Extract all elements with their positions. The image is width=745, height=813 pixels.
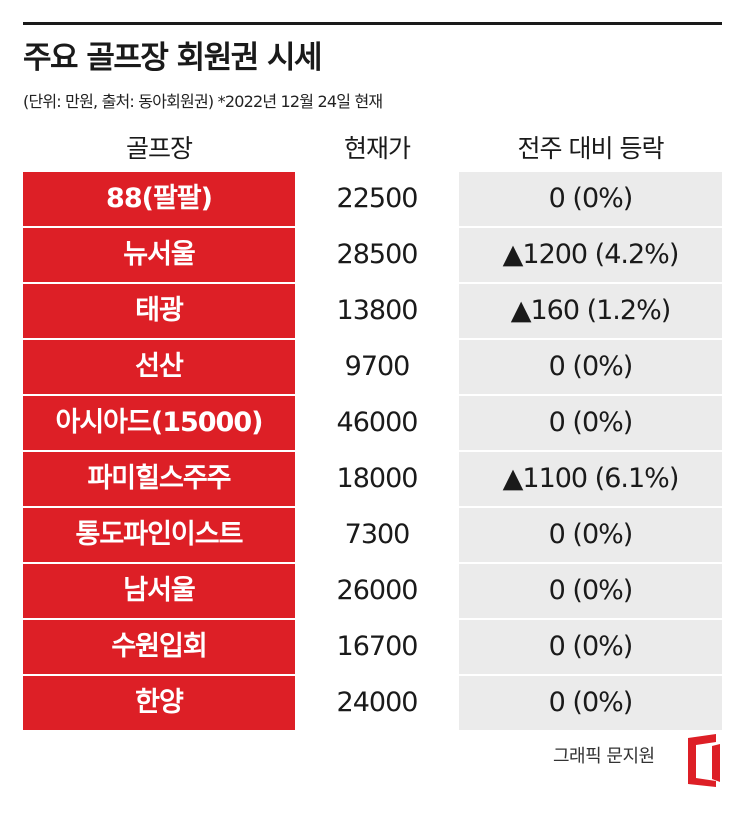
column-header-change: 전주 대비 등락 <box>517 134 665 163</box>
current-price: 16700 <box>295 620 459 674</box>
golf-course-name: 선산 <box>23 340 295 394</box>
weekly-change: ▲160 (1.2%) <box>459 284 722 338</box>
row-divider <box>23 618 722 620</box>
golf-course-name: 88(팔팔) <box>23 172 295 226</box>
table-row: 통도파인이스트 7300 0 (0%) <box>23 508 722 564</box>
table-row: 수원입회 16700 0 (0%) <box>23 620 722 676</box>
table-row: 한양 24000 0 (0%) <box>23 676 722 732</box>
table-row: 뉴서울 28500 ▲1200 (4.2%) <box>23 228 722 284</box>
chart-subtitle: (단위: 만원, 출처: 동아회원권) *2022년 12월 24일 현재 <box>23 92 383 111</box>
current-price: 9700 <box>295 340 459 394</box>
current-price: 24000 <box>295 676 459 730</box>
weekly-change: 0 (0%) <box>459 172 722 226</box>
red-bracket-logo-icon <box>686 732 722 788</box>
weekly-change: 0 (0%) <box>459 340 722 394</box>
current-price: 18000 <box>295 452 459 506</box>
row-divider <box>23 394 722 396</box>
current-price: 13800 <box>295 284 459 338</box>
golf-course-name: 뉴서울 <box>23 228 295 282</box>
table-row: 남서울 26000 0 (0%) <box>23 564 722 620</box>
current-price: 22500 <box>295 172 459 226</box>
golf-course-name: 한양 <box>23 676 295 730</box>
golf-course-name: 아시아드(15000) <box>23 396 295 450</box>
row-divider <box>23 674 722 676</box>
weekly-change: 0 (0%) <box>459 620 722 674</box>
column-header-price: 현재가 <box>343 134 411 163</box>
table-row: 파미힐스주주 18000 ▲1100 (6.1%) <box>23 452 722 508</box>
table-row: 태광 13800 ▲160 (1.2%) <box>23 284 722 340</box>
row-divider <box>23 506 722 508</box>
golf-course-name: 수원입회 <box>23 620 295 674</box>
row-divider <box>23 282 722 284</box>
graphic-credit: 그래픽 문지원 <box>553 746 655 767</box>
weekly-change: ▲1100 (6.1%) <box>459 452 722 506</box>
row-divider <box>23 730 722 732</box>
table-row: 아시아드(15000) 46000 0 (0%) <box>23 396 722 452</box>
weekly-change: 0 (0%) <box>459 676 722 730</box>
weekly-change: 0 (0%) <box>459 564 722 618</box>
price-table: 88(팔팔) 22500 0 (0%) 뉴서울 28500 ▲1200 (4.2%) 태광 1… <box>23 172 722 732</box>
chart-title: 주요 골프장 회원권 시세 <box>23 40 323 76</box>
current-price: 28500 <box>295 228 459 282</box>
row-divider <box>23 450 722 452</box>
table-header: 골프장 현재가 전주 대비 등락 <box>23 126 722 172</box>
golf-course-name: 남서울 <box>23 564 295 618</box>
top-rule <box>23 22 722 25</box>
golf-course-name: 통도파인이스트 <box>23 508 295 562</box>
table-row: 88(팔팔) 22500 0 (0%) <box>23 172 722 228</box>
column-header-name: 골프장 <box>125 134 193 163</box>
current-price: 26000 <box>295 564 459 618</box>
weekly-change: 0 (0%) <box>459 508 722 562</box>
weekly-change: 0 (0%) <box>459 396 722 450</box>
row-divider <box>23 562 722 564</box>
table-row: 선산 9700 0 (0%) <box>23 340 722 396</box>
row-divider <box>23 338 722 340</box>
row-divider <box>23 226 722 228</box>
weekly-change: ▲1200 (4.2%) <box>459 228 722 282</box>
current-price: 46000 <box>295 396 459 450</box>
golf-course-name: 파미힐스주주 <box>23 452 295 506</box>
current-price: 7300 <box>295 508 459 562</box>
golf-course-name: 태광 <box>23 284 295 338</box>
